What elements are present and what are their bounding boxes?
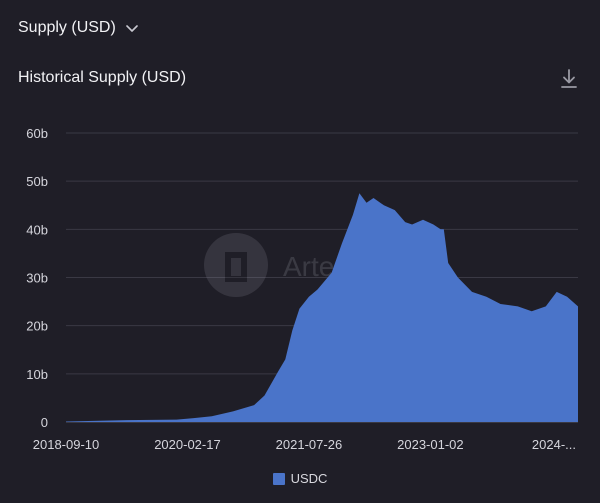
legend-label-usdc: USDC: [290, 471, 328, 486]
x-tick-label: 2021-07-26: [276, 437, 343, 452]
y-tick-label: 30b: [26, 271, 48, 286]
area-series: [65, 193, 579, 422]
download-icon[interactable]: [558, 67, 580, 91]
y-tick-label: 40b: [26, 222, 48, 237]
x-tick-label: 2024-...: [532, 437, 576, 452]
metric-dropdown[interactable]: Supply (USD): [18, 19, 140, 37]
legend-swatch-usdc: [272, 472, 285, 485]
y-axis-ticks: 0 10b 20b 30b 40b 50b 60b: [26, 126, 48, 430]
y-tick-label: 10b: [26, 367, 48, 382]
chevron-down-icon: [124, 20, 140, 36]
x-axis-ticks: 2018-09-10 2020-02-17 2021-07-26 2023-01-02…: [33, 437, 576, 452]
metric-dropdown-label: Supply (USD): [18, 19, 116, 36]
x-tick-label: 2023-01-02: [397, 437, 464, 452]
x-tick-label: 2018-09-10: [33, 437, 100, 452]
y-tick-label: 0: [41, 415, 48, 430]
y-tick-label: 50b: [26, 174, 48, 189]
area-usdc: [66, 193, 578, 422]
y-tick-label: 60b: [26, 126, 48, 141]
x-tick-label: 2020-02-17: [154, 437, 221, 452]
y-tick-label: 20b: [26, 319, 48, 334]
artemis-logo-icon: [204, 233, 268, 297]
legend: USDC: [0, 471, 600, 486]
chart-title: Historical Supply (USD): [18, 69, 187, 86]
artemis-logo-mark: [225, 252, 247, 282]
